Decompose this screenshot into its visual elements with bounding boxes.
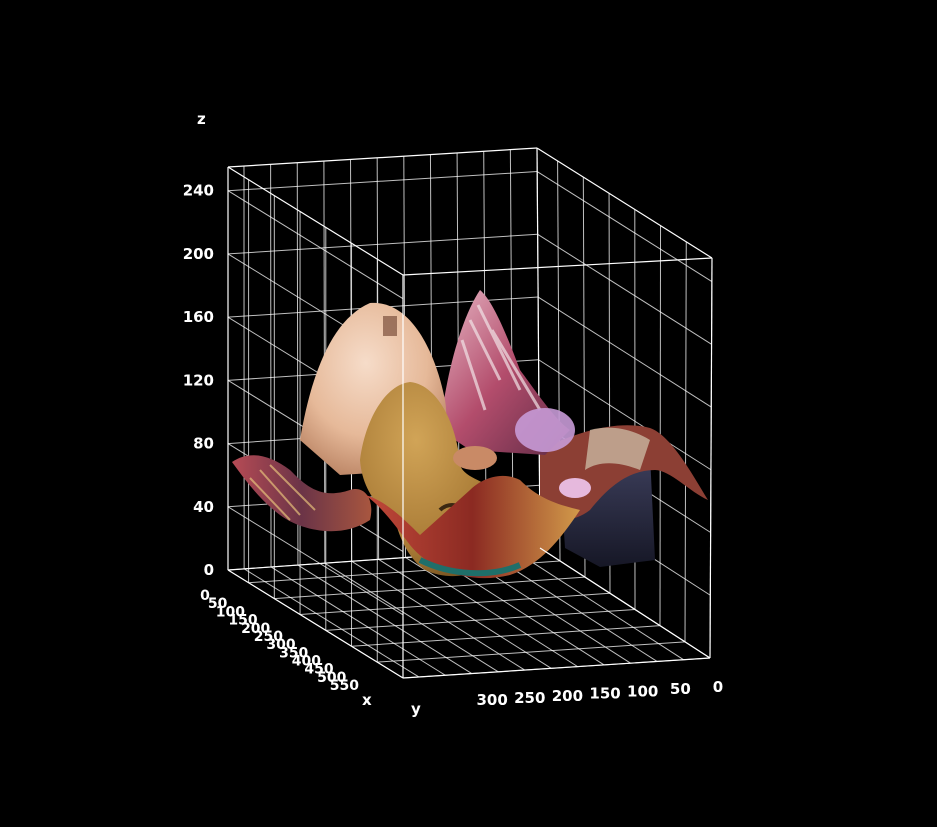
grid-line-x-floor — [324, 562, 499, 673]
box-front-edge — [402, 657, 711, 679]
grid-line-y-floor — [351, 625, 661, 647]
box-edge — [536, 147, 713, 259]
y-tick-label: 250 — [514, 689, 545, 707]
z-tick-label: 40 — [193, 498, 214, 516]
z-tick-label: 80 — [193, 435, 214, 453]
box-edge — [227, 147, 538, 168]
box-front-edge — [227, 569, 404, 679]
x-tick-label: 350 — [279, 645, 308, 661]
grid-line-z-sidewall — [227, 190, 404, 300]
grid-line-x-floor — [351, 560, 526, 671]
grid-line-x-floor — [512, 549, 684, 661]
grid-line-x-floor — [243, 568, 420, 678]
box-front-edge — [709, 257, 713, 659]
y-tick-label: 200 — [552, 687, 583, 705]
grid-line-z-backwall — [227, 233, 538, 255]
surface-lavender-patch — [515, 408, 575, 452]
grid-line-y-rightwall — [659, 225, 662, 626]
grid-line-z-backwall — [227, 171, 538, 192]
surface-right-fabric-stripes — [585, 427, 650, 470]
surface-red-fabric — [365, 475, 580, 579]
surface-hand — [453, 446, 497, 470]
grid-line-z-rightwall — [537, 233, 712, 345]
x-tick-label: 250 — [254, 629, 283, 645]
axes-front-edges — [227, 257, 713, 679]
x-tick-label: 150 — [228, 613, 257, 629]
grid-line-x-floor — [297, 564, 473, 674]
x-tick-label: 550 — [330, 678, 359, 694]
x-tick-label: 100 — [216, 604, 245, 620]
grid-line-x-floor — [378, 558, 552, 669]
y-tick-label: 100 — [627, 682, 658, 700]
x-axis-label: x — [362, 691, 372, 709]
grid-line-y-rightwall — [684, 241, 687, 642]
textured-surface — [232, 290, 708, 579]
y-tick-label: 300 — [476, 691, 507, 709]
grid-line-z-rightwall — [536, 171, 713, 282]
grid-line-y-floor — [377, 641, 686, 663]
box-edge — [536, 147, 541, 549]
box-front-edge — [539, 547, 711, 659]
grid-line-z-sidewall — [227, 506, 404, 616]
z-tick-label: 0 — [204, 561, 214, 579]
x-tick-label: 300 — [266, 637, 295, 653]
grid-line-z-rightwall — [538, 359, 712, 471]
y-tick-label: 50 — [670, 680, 691, 698]
z-tick-label: 120 — [183, 371, 214, 389]
z-axis-ticks: 0 40 80 120 160 200 240 — [183, 182, 214, 579]
y-axis-ticks: 0 50 100 150 200 250 300 — [476, 678, 723, 709]
z-tick-label: 160 — [183, 308, 214, 326]
y-axis-label: y — [411, 700, 421, 718]
box-edge — [402, 257, 713, 276]
x-tick-label: 500 — [317, 670, 346, 686]
z-tick-label: 240 — [183, 182, 214, 200]
surface-pink-stripes — [460, 304, 542, 411]
box-edge — [227, 166, 404, 276]
x-tick-label: 200 — [241, 621, 270, 637]
z-axis-label: z — [197, 110, 206, 128]
x-tick-label: 450 — [304, 662, 333, 678]
grid-line-x-floor — [405, 557, 578, 668]
x-tick-label: 400 — [292, 654, 321, 670]
z-tick-label: 200 — [183, 245, 214, 263]
surface-highlight — [559, 478, 591, 498]
grid-line-x-floor — [270, 566, 446, 676]
grid-line-y-floor — [300, 592, 611, 615]
grid-line-z-rightwall — [537, 296, 712, 408]
y-tick-label: 0 — [713, 678, 723, 696]
surface-red-fabric-stripe — [418, 557, 522, 577]
surface-left-fabric — [232, 455, 372, 532]
grid-line-y-floor — [325, 608, 636, 631]
surface-skin-mark — [383, 316, 397, 336]
grid-line-y-floor — [274, 576, 586, 600]
x-tick-label: 50 — [208, 596, 228, 612]
surface-left-fabric-pattern — [249, 464, 316, 521]
y-tick-label: 150 — [589, 685, 620, 703]
x-tick-label: 0 — [200, 588, 210, 604]
